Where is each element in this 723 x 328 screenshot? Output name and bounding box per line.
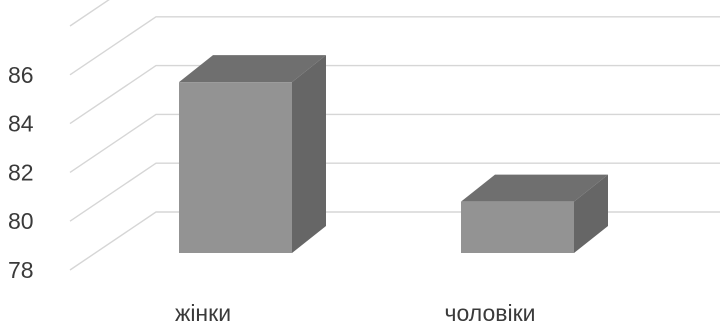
bars [179, 55, 608, 254]
x-category-label: чоловіки [445, 300, 536, 326]
y-tick-label: 80 [8, 208, 34, 234]
y-axis-ticks: 78 80 82 84 86 [8, 62, 34, 283]
y-tick-label: 82 [8, 159, 34, 185]
gridline [69, 16, 720, 76]
x-axis-categories: жінки чоловіки [175, 300, 536, 326]
bar-side-face [292, 55, 326, 254]
y-tick-label: 86 [8, 62, 34, 88]
gridline [69, 64, 720, 125]
y-tick-label: 78 [8, 257, 34, 283]
gridlines [69, 0, 720, 271]
gridline [69, 0, 110, 27]
bar-front-face [179, 82, 292, 254]
bar-2 [461, 174, 608, 253]
bar-front-face [461, 201, 574, 253]
gridline [69, 211, 720, 271]
bar-side-face [574, 174, 608, 253]
bar-top-face [461, 174, 608, 202]
y-tick-label: 84 [8, 111, 34, 137]
bar-top-face [179, 55, 326, 83]
x-category-label: жінки [175, 300, 231, 326]
bar-1 [179, 55, 326, 254]
gridline [69, 162, 720, 222]
gridline [69, 113, 720, 173]
